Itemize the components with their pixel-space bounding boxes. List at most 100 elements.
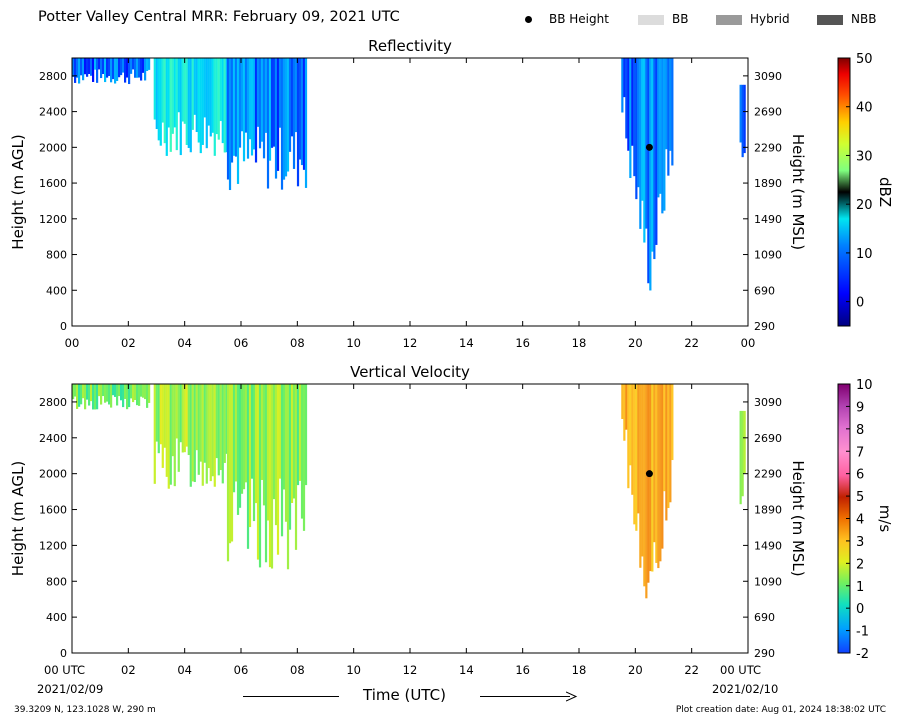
legend-hybrid-label: Hybrid bbox=[750, 12, 790, 26]
y-tick-label-right: 1090 bbox=[754, 249, 782, 262]
echo-column bbox=[132, 58, 135, 70]
echo-column bbox=[124, 58, 127, 83]
echo-column bbox=[264, 58, 268, 133]
echo-column bbox=[106, 384, 109, 402]
echo-column bbox=[124, 384, 127, 399]
echo-column bbox=[645, 58, 648, 229]
echo-column bbox=[230, 384, 234, 542]
echo-column bbox=[252, 58, 256, 150]
echo-column bbox=[165, 58, 168, 156]
y-axis-title-left: Height (m AGL) bbox=[9, 461, 27, 576]
echo-column bbox=[641, 58, 644, 201]
echo-column bbox=[118, 58, 121, 78]
echo-column bbox=[260, 384, 264, 480]
echo-column bbox=[153, 58, 156, 120]
echo-column bbox=[272, 58, 276, 147]
echo-column bbox=[219, 384, 222, 471]
y-tick-label-right: 3090 bbox=[754, 70, 782, 83]
y-tick-label-left: 1200 bbox=[39, 213, 67, 226]
echo-column bbox=[641, 384, 644, 557]
y-tick-label-right: 2290 bbox=[754, 468, 782, 481]
echo-column bbox=[140, 384, 143, 397]
echo-column bbox=[120, 58, 123, 76]
echo-column bbox=[211, 58, 214, 133]
echo-column bbox=[621, 384, 624, 419]
echo-column bbox=[637, 58, 640, 188]
echo-column bbox=[244, 58, 248, 133]
echo-column bbox=[108, 384, 111, 405]
echo-column bbox=[86, 384, 89, 400]
echo-column bbox=[284, 384, 288, 522]
colorbar-tick-label: -2 bbox=[856, 647, 869, 662]
colorbar-tick-label: 10 bbox=[856, 247, 873, 262]
y-tick-label-right: 1490 bbox=[754, 213, 782, 226]
echo-column bbox=[296, 384, 300, 486]
y-tick-label-left: 1600 bbox=[39, 177, 67, 190]
echo-column bbox=[741, 84, 744, 158]
x-tick-label: 08 bbox=[290, 336, 305, 350]
echo-column bbox=[104, 384, 107, 403]
x-tick-label: 00 UTC bbox=[720, 663, 761, 677]
echo-column bbox=[290, 384, 294, 503]
echo-column bbox=[282, 384, 286, 490]
echo-column bbox=[195, 58, 198, 132]
echo-column bbox=[185, 58, 188, 145]
x-tick-label: 00 bbox=[741, 336, 756, 350]
echo-column bbox=[189, 384, 192, 487]
echo-region-2-2 bbox=[153, 384, 228, 489]
echo-column bbox=[171, 58, 174, 134]
legend-bb: BB bbox=[638, 12, 688, 26]
x-tick-label: 12 bbox=[403, 336, 418, 350]
echo-column bbox=[118, 384, 121, 397]
echo-column bbox=[72, 58, 75, 77]
x-tick-label: 12 bbox=[403, 663, 418, 677]
echo-column bbox=[260, 58, 264, 142]
echo-column bbox=[270, 58, 274, 148]
echo-column bbox=[148, 384, 151, 403]
x-tick-label: 04 bbox=[177, 663, 192, 677]
echo-column bbox=[183, 384, 186, 453]
bb-height-dot-icon bbox=[525, 16, 532, 23]
echo-column bbox=[199, 384, 202, 462]
echo-column bbox=[193, 58, 196, 115]
echo-column bbox=[276, 58, 280, 171]
echo-column bbox=[207, 58, 210, 126]
echo-region-1-5 bbox=[739, 84, 746, 158]
echo-region-1-4 bbox=[621, 58, 674, 291]
echo-region-2-1 bbox=[72, 384, 151, 410]
echo-column bbox=[657, 384, 660, 569]
echo-column bbox=[264, 384, 268, 563]
x-tick-label: 04 bbox=[177, 336, 192, 350]
echo-column bbox=[183, 58, 186, 124]
y-tick-label-left: 0 bbox=[60, 320, 67, 333]
echo-column bbox=[278, 58, 282, 128]
x-tick-label: 06 bbox=[234, 663, 249, 677]
y-tick-label-right: 2690 bbox=[754, 106, 782, 119]
echo-column bbox=[631, 384, 634, 495]
echo-column bbox=[84, 58, 87, 75]
arrow-head-icon bbox=[566, 691, 578, 702]
echo-column bbox=[621, 58, 624, 113]
echo-column bbox=[286, 384, 290, 570]
echo-column bbox=[635, 58, 638, 200]
echo-region-1-1 bbox=[72, 58, 151, 85]
echo-column bbox=[631, 58, 634, 146]
echo-column bbox=[169, 384, 172, 485]
echo-column bbox=[187, 384, 190, 456]
echo-column bbox=[282, 58, 286, 180]
echo-column bbox=[114, 58, 117, 84]
y-tick-label-left: 800 bbox=[46, 249, 67, 262]
y-tick-label-right: 290 bbox=[754, 647, 775, 660]
echo-column bbox=[248, 384, 252, 528]
echo-column bbox=[288, 58, 292, 152]
panel-title-2: Vertical Velocity bbox=[350, 363, 470, 381]
echo-column bbox=[136, 384, 139, 406]
echo-column bbox=[270, 384, 274, 569]
echo-column bbox=[651, 384, 654, 572]
echo-column bbox=[155, 384, 158, 442]
echo-column bbox=[647, 58, 650, 284]
echo-column bbox=[221, 384, 224, 484]
echo-column bbox=[163, 384, 166, 448]
echo-column bbox=[76, 58, 79, 78]
echo-column bbox=[278, 384, 282, 479]
